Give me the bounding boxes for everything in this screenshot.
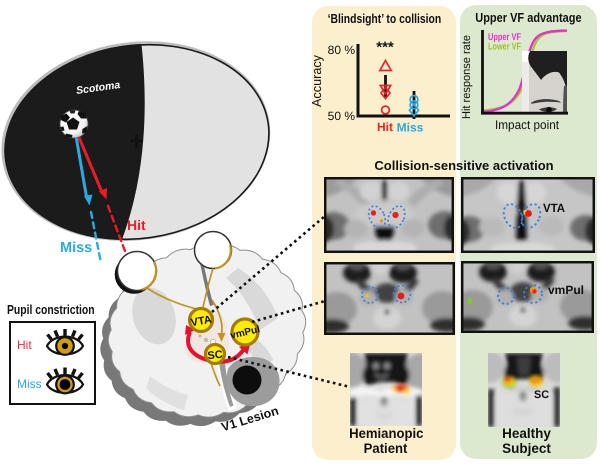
svg-text:Accuracy: Accuracy [312, 55, 324, 107]
svg-text:50 %: 50 % [328, 109, 356, 123]
svg-text:Miss: Miss [397, 121, 424, 135]
svg-text:Miss: Miss [60, 240, 92, 256]
svg-text:SC: SC [207, 349, 224, 363]
svg-text:Lower VF: Lower VF [488, 42, 521, 53]
svg-text:80 %: 80 % [328, 43, 356, 57]
svg-text:VTA: VTA [190, 314, 213, 330]
svg-text:Upper VF: Upper VF [488, 32, 521, 43]
svg-text:Hit response rate: Hit response rate [461, 35, 473, 119]
svg-text:SC: SC [534, 389, 549, 401]
svg-text:vmPul: vmPul [548, 283, 584, 297]
svg-text:***: *** [376, 39, 394, 56]
svg-text:Hit: Hit [127, 217, 146, 233]
svg-text:Impact point: Impact point [495, 118, 559, 132]
svg-text:Hit: Hit [377, 120, 393, 134]
svg-text:VTA: VTA [543, 201, 565, 215]
